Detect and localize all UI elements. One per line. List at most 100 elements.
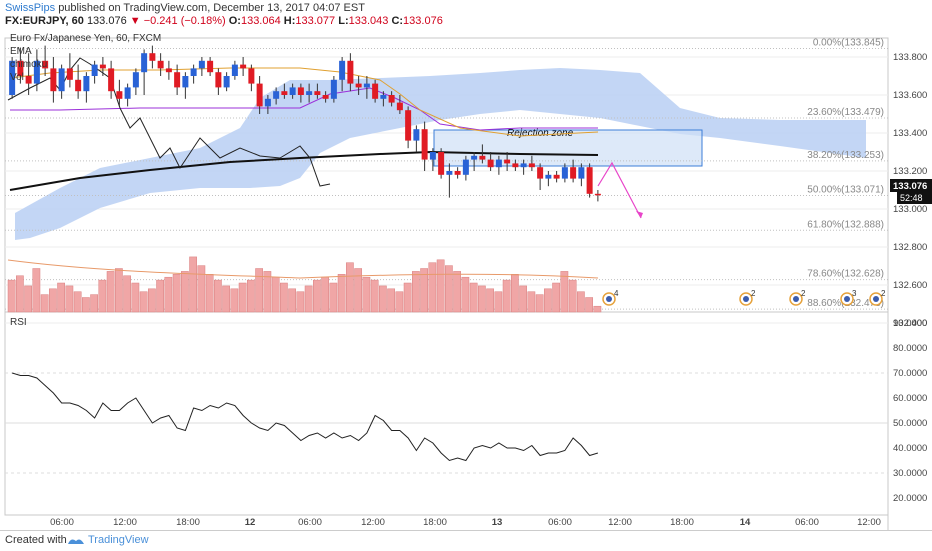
event-dot bbox=[606, 296, 612, 302]
legend-volume[interactable]: Vol bbox=[10, 72, 24, 83]
candle-body bbox=[339, 60, 346, 80]
volume-bar bbox=[57, 282, 65, 313]
event-count: 2 bbox=[751, 289, 756, 298]
projection-arrow[interactable] bbox=[597, 161, 643, 219]
rejection-zone[interactable]: Rejection zone bbox=[433, 128, 703, 167]
volume-bar bbox=[337, 274, 346, 313]
volume-bar bbox=[593, 305, 602, 313]
time-tick-label: 18:00 bbox=[423, 517, 447, 528]
event-markers[interactable]: 4 2 2 3 2 bbox=[602, 289, 886, 306]
event-dot bbox=[793, 296, 799, 302]
low-value: 133.043 bbox=[348, 15, 389, 27]
rsi-axis: 90.0000 80.0000 70.0000 60.0000 50.0000 40.00… bbox=[893, 318, 927, 504]
volume-bar bbox=[461, 276, 470, 313]
volume-bar bbox=[32, 268, 41, 313]
candle-body bbox=[9, 60, 16, 95]
volume-bar bbox=[321, 276, 329, 313]
time-tick-label: 12:00 bbox=[113, 517, 137, 528]
volume-bar bbox=[73, 291, 82, 313]
volume-bar bbox=[519, 285, 527, 313]
rsi-line bbox=[11, 372, 599, 462]
fib-label: 50.00%(133.071) bbox=[807, 185, 884, 196]
candle-body bbox=[223, 76, 230, 88]
candle-body bbox=[273, 91, 280, 99]
candle-body bbox=[124, 87, 131, 99]
time-tick-label: 12:00 bbox=[608, 517, 632, 528]
time-tick-label: 12 bbox=[245, 517, 256, 528]
candle-body bbox=[289, 87, 296, 95]
candle-body bbox=[438, 152, 445, 175]
rejection-zone-box[interactable] bbox=[433, 129, 703, 167]
candle-body bbox=[487, 159, 494, 168]
projection-path[interactable] bbox=[597, 161, 642, 219]
ema-200-line bbox=[9, 150, 599, 191]
volume-bar bbox=[511, 274, 519, 313]
volume-bar bbox=[230, 288, 239, 313]
high-value: 133.077 bbox=[295, 15, 336, 27]
cloud-area bbox=[15, 68, 866, 240]
fib-label: 23.60%(133.479) bbox=[807, 107, 884, 118]
author-link[interactable]: SwissPips bbox=[5, 2, 56, 14]
time-tick-label: 13 bbox=[492, 517, 503, 528]
volume-bar bbox=[189, 256, 197, 313]
volume-bar bbox=[263, 271, 272, 313]
candle-body bbox=[17, 60, 24, 76]
volume-bar bbox=[123, 275, 131, 313]
candle-body bbox=[306, 91, 313, 95]
rsi-tick-label: 90.0000 bbox=[893, 318, 927, 329]
candle-body bbox=[396, 102, 403, 111]
volume-bar bbox=[527, 291, 536, 313]
close-label: C: bbox=[391, 15, 404, 27]
candle-body bbox=[66, 68, 73, 80]
candle-body bbox=[388, 95, 395, 103]
candle-body bbox=[537, 167, 544, 179]
price-tick-label: 133.800 bbox=[893, 52, 927, 63]
volume-bar bbox=[288, 288, 296, 313]
candle-body bbox=[25, 76, 32, 84]
volume-bar bbox=[90, 294, 98, 313]
close-value: 133.076 bbox=[403, 15, 443, 27]
volume-bar bbox=[115, 268, 123, 313]
volume-bar bbox=[238, 282, 247, 313]
rsi-tick-label: 70.0000 bbox=[893, 368, 927, 379]
rejection-zone-label: Rejection zone bbox=[507, 128, 574, 139]
volume-bar bbox=[271, 276, 280, 313]
volume-bars bbox=[7, 256, 602, 313]
candle-body bbox=[586, 167, 593, 194]
volume-bar bbox=[362, 276, 371, 313]
footer: Created with TradingView bbox=[0, 530, 932, 551]
volume-bar bbox=[247, 279, 255, 313]
volume-bar bbox=[420, 268, 428, 313]
fib-label: 38.20%(133.253) bbox=[807, 150, 884, 161]
volume-bar bbox=[436, 259, 445, 313]
chart-canvas[interactable]: Rejection zone 0.00%(133.845) 23.60%(133.… bbox=[0, 28, 932, 530]
symbol-label: FX:EURJPY, 60 bbox=[5, 15, 84, 27]
volume-bar bbox=[387, 288, 395, 313]
volume-bar bbox=[313, 279, 321, 313]
rsi-title: RSI bbox=[10, 317, 27, 328]
fib-label: 0.00%(133.845) bbox=[813, 37, 884, 48]
time-tick-label: 06:00 bbox=[548, 517, 572, 528]
price-tag-value: 133.076 bbox=[893, 181, 927, 192]
candles bbox=[9, 45, 601, 202]
volume-bar bbox=[181, 271, 189, 313]
legend-ichimoku[interactable]: chimoku bbox=[10, 59, 47, 70]
event-dot bbox=[743, 296, 749, 302]
candle-body bbox=[372, 83, 379, 99]
volume-bar bbox=[214, 279, 222, 313]
volume-bar bbox=[544, 288, 552, 313]
candle-body bbox=[42, 60, 49, 69]
candle-body bbox=[248, 68, 255, 84]
time-tick-label: 12:00 bbox=[857, 517, 881, 528]
legend-ema[interactable]: EMA bbox=[10, 46, 32, 57]
footer-brand[interactable]: TradingView bbox=[88, 534, 149, 546]
legend: Euro Fx/Japanese Yen, 60, FXCM EMA chimo… bbox=[10, 33, 161, 83]
event-dot bbox=[873, 296, 879, 302]
volume-bar bbox=[329, 282, 338, 313]
price-axis: 133.800 133.600 133.400 133.200 133.000 132.8… bbox=[893, 52, 927, 329]
high-label: H: bbox=[283, 15, 296, 27]
candle-body bbox=[347, 60, 354, 84]
volume-bar bbox=[304, 285, 313, 313]
time-axis: 06:00 12:00 18:00 12 06:00 12:00 18:00 13 06:00 1… bbox=[50, 517, 881, 528]
candle-body bbox=[462, 159, 469, 175]
